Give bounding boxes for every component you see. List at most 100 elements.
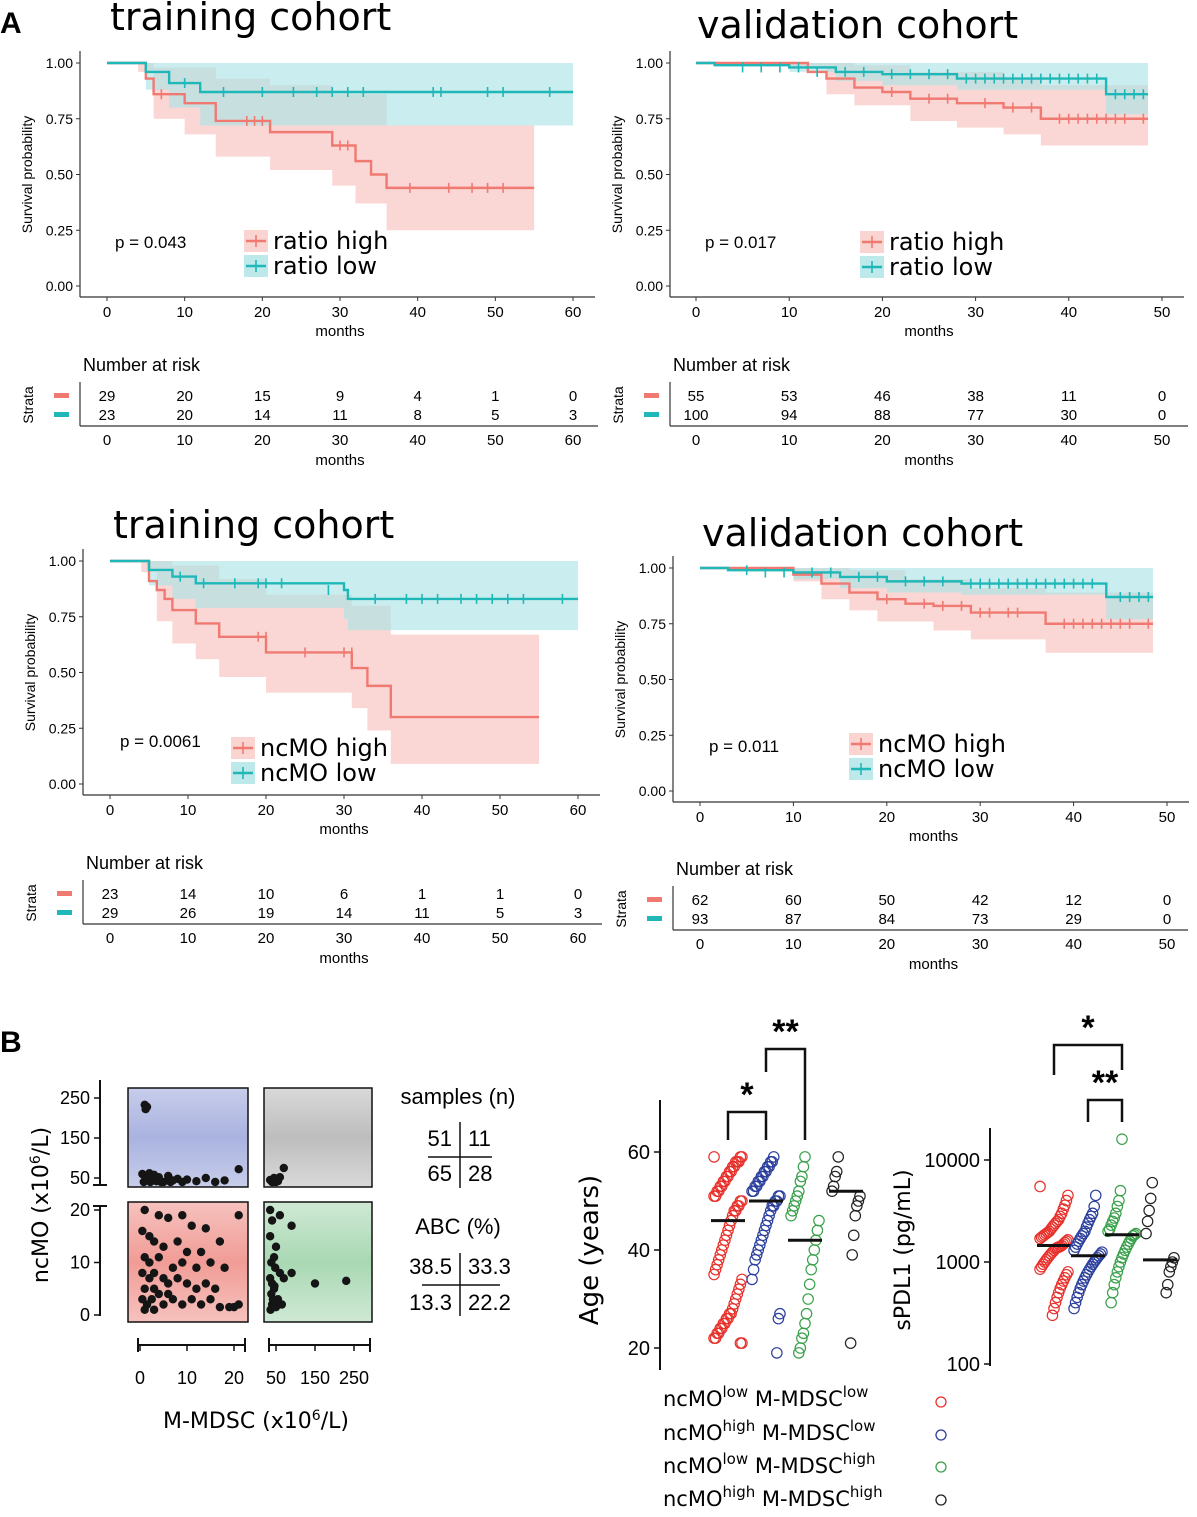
legend-item-3: ncMOlow M-MDSChigh: [663, 1450, 947, 1478]
x-tick-label: 30: [967, 304, 984, 321]
scatter-point: [201, 1224, 210, 1233]
risk-table-title: Number at risk: [676, 859, 794, 879]
data-point: [708, 1190, 720, 1202]
x-tick-label: 60: [570, 802, 587, 819]
legend-label: ncMO high: [260, 734, 388, 762]
risk-count: 94: [781, 407, 798, 424]
significance-stars: *: [740, 1076, 754, 1114]
p-value: p = 0.043: [115, 233, 186, 252]
abc-tl: 38.5: [409, 1254, 452, 1279]
scatter-point: [178, 1300, 187, 1309]
data-point: [746, 1273, 758, 1286]
risk-x-tick-label: 40: [1065, 936, 1082, 953]
risk-count: 1: [491, 388, 499, 405]
y-tick-label: 20: [628, 1338, 650, 1360]
strata-label: Strata: [20, 386, 36, 424]
legend-item-1: ncMOlow M-MDSClow: [663, 1383, 947, 1411]
data-point: [1140, 1227, 1152, 1240]
x-axis-label: months: [319, 821, 368, 838]
ci-band-low: [696, 63, 1149, 115]
data-point: [803, 1278, 816, 1291]
y-tick-label: 0.50: [639, 672, 666, 688]
data-point: [1160, 1286, 1172, 1299]
data-point: [802, 1293, 814, 1305]
scatter-point: [192, 1263, 201, 1272]
data-point: [709, 1263, 722, 1276]
x-tick-label: 20: [254, 304, 271, 321]
x-tick-label: 250: [339, 1368, 369, 1388]
scatter-point: [196, 1300, 206, 1309]
y-tick-label: 0.00: [639, 783, 666, 799]
risk-count: 55: [688, 388, 705, 405]
data-point: [1071, 1291, 1083, 1304]
scatter-point: [187, 1221, 196, 1230]
km-validation-ratio: validation cohort 0.00 0.25 0.50 0.75 1.00 0 10…: [609, 3, 1188, 469]
data-point: [1111, 1200, 1124, 1213]
data-point: [1037, 1230, 1049, 1242]
y-axis-label: Survival probability: [612, 621, 628, 739]
scatter-point: [265, 1232, 275, 1241]
scatter-point: [215, 1302, 225, 1312]
panel-label-a: A: [0, 7, 22, 40]
scatter-point: [156, 1177, 166, 1187]
risk-x-tick-label: 20: [874, 432, 891, 449]
data-point: [785, 1209, 797, 1222]
risk-x-tick-label: 20: [254, 432, 271, 449]
quadrant-high-high: [263, 1087, 373, 1188]
data-point: [708, 1268, 720, 1281]
scatter-point: [287, 1268, 296, 1278]
risk-x-tick-label: 60: [570, 930, 587, 947]
data-point: [849, 1209, 862, 1222]
x-axis-label: months: [904, 323, 953, 340]
x-tick-label: 0: [106, 802, 114, 819]
data-point: [1108, 1278, 1121, 1291]
risk-count: 11: [1061, 388, 1077, 405]
x-tick-label: 20: [224, 1368, 244, 1388]
data-point: [1143, 1204, 1155, 1217]
risk-count: 42: [972, 892, 989, 909]
legend-marker-4: [935, 1494, 947, 1506]
scatter-point: [138, 1226, 147, 1236]
y-tick-label: 0.75: [49, 609, 76, 625]
abc-tr: 33.3: [468, 1254, 511, 1279]
x-tick-label: 10: [781, 304, 798, 321]
group-legend: ncMOlow M-MDSClow ncMOhigh M-MDSClow ncM…: [663, 1383, 947, 1511]
y-tick-label: 40: [628, 1240, 650, 1262]
risk-count: 19: [258, 905, 275, 922]
y-tick-label: 150: [60, 1128, 90, 1148]
survival-line-high: [107, 61, 535, 190]
risk-count: 84: [878, 911, 895, 928]
risk-count: 12: [1065, 892, 1082, 909]
ci-band-low: [700, 568, 1153, 620]
risk-count: 88: [874, 407, 891, 424]
risk-x-tick-label: 40: [1060, 432, 1077, 449]
legend-label: ratio low: [273, 252, 377, 280]
data-point: [808, 1244, 821, 1256]
data-point: [1161, 1278, 1174, 1291]
scatter-point: [166, 1177, 175, 1187]
risk-x-tick-label: 40: [409, 432, 426, 449]
abc-label: ABC (%): [415, 1214, 501, 1239]
survival-line-low: [107, 61, 573, 94]
data-point: [806, 1254, 819, 1266]
scatter-point: [206, 1295, 215, 1304]
x-tick-label: 20: [874, 304, 891, 321]
risk-count: 46: [874, 388, 891, 405]
scatter-point: [271, 1176, 280, 1185]
risk-count: 11: [332, 407, 348, 424]
x-tick-label: 10: [785, 809, 802, 826]
scatter-point: [178, 1258, 187, 1267]
scatter-point: [192, 1284, 201, 1293]
y-tick-label: 20: [70, 1200, 90, 1220]
data-point: [832, 1151, 845, 1163]
scatter-point: [139, 1177, 148, 1187]
y-tick-label: 0.25: [49, 720, 76, 736]
scatter-point: [164, 1279, 173, 1288]
scatter-point: [154, 1211, 163, 1220]
x-tick-label: 50: [487, 304, 504, 321]
scatter-point: [149, 1237, 159, 1246]
chart-title: training cohort: [110, 0, 391, 39]
scatter-point: [140, 1284, 149, 1293]
data-point: [734, 1337, 747, 1349]
